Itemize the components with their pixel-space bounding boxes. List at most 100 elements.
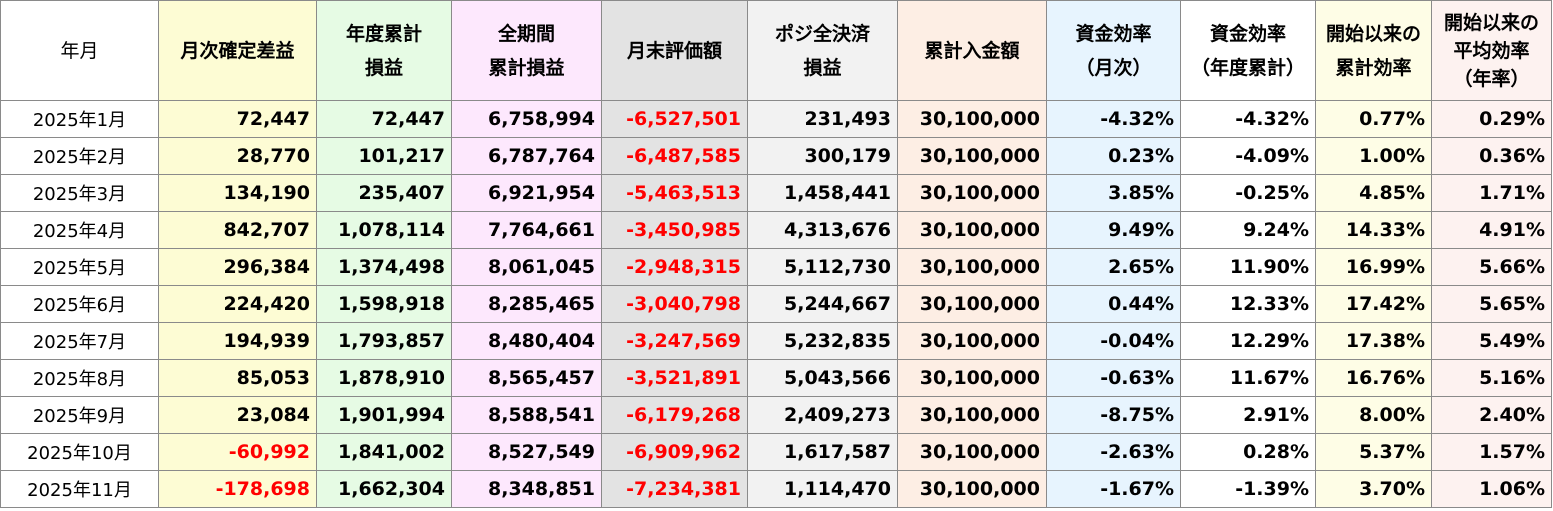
header-monthly-realized-pl: 月次確定差益 xyxy=(158,0,317,101)
value-cell: 85,053 xyxy=(158,359,317,397)
value-cell: -4.09% xyxy=(1180,137,1316,175)
value-cell: 5.16% xyxy=(1431,359,1552,397)
table-row: 2025年10月 -60,992 1,841,002 8,527,549 -6,909,… xyxy=(0,433,1552,471)
value-cell: 9.24% xyxy=(1180,211,1316,249)
value-cell: 8.00% xyxy=(1315,396,1432,434)
month-cell: 2025年4月 xyxy=(0,211,159,249)
value-cell: 4.91% xyxy=(1431,211,1552,249)
value-cell: 1.57% xyxy=(1431,433,1552,471)
value-cell: 1,662,304 xyxy=(316,470,452,508)
value-cell: 224,420 xyxy=(158,285,317,323)
header-month: 年月 xyxy=(0,0,159,101)
value-cell: 30,100,000 xyxy=(897,470,1047,508)
value-cell: 2,409,273 xyxy=(747,396,898,434)
value-cell: 72,447 xyxy=(158,100,317,138)
month-cell: 2025年10月 xyxy=(0,433,159,471)
value-cell: 30,100,000 xyxy=(897,285,1047,323)
header-average-annual-efficiency: 開始以来の 平均効率 （年率） xyxy=(1431,0,1552,101)
value-cell: 2.91% xyxy=(1180,396,1316,434)
value-cell: 30,100,000 xyxy=(897,100,1047,138)
value-cell: -4.32% xyxy=(1180,100,1316,138)
value-cell: 30,100,000 xyxy=(897,211,1047,249)
month-cell: 2025年3月 xyxy=(0,174,159,212)
value-cell: -1.39% xyxy=(1180,470,1316,508)
value-cell: 1.06% xyxy=(1431,470,1552,508)
value-cell: 11.90% xyxy=(1180,248,1316,286)
value-cell: 8,061,045 xyxy=(451,248,602,286)
month-cell: 2025年6月 xyxy=(0,285,159,323)
table-body: 2025年1月 72,447 72,447 6,758,994 -6,527,501 23… xyxy=(0,100,1552,508)
header-text-line: 損益 xyxy=(803,56,842,79)
table-row: 2025年1月 72,447 72,447 6,758,994 -6,527,501 23… xyxy=(0,100,1552,138)
value-cell: 5,112,730 xyxy=(747,248,898,286)
value-cell: 5.65% xyxy=(1431,285,1552,323)
value-cell: 1,841,002 xyxy=(316,433,452,471)
value-cell: -1.67% xyxy=(1046,470,1181,508)
value-cell: -6,487,585 xyxy=(601,137,748,175)
value-cell: 0.23% xyxy=(1046,137,1181,175)
value-cell: -60,992 xyxy=(158,433,317,471)
value-cell: 1.71% xyxy=(1431,174,1552,212)
header-all-period-cumulative-pl: 全期間 累計損益 xyxy=(451,0,602,101)
value-cell: 6,787,764 xyxy=(451,137,602,175)
value-cell: 72,447 xyxy=(316,100,452,138)
header-efficiency-monthly: 資金効率 （月次） xyxy=(1046,0,1181,101)
value-cell: -0.25% xyxy=(1180,174,1316,212)
month-cell: 2025年9月 xyxy=(0,396,159,434)
value-cell: 17.38% xyxy=(1315,322,1432,360)
table-row: 2025年6月 224,420 1,598,918 8,285,465 -3,040,7… xyxy=(0,285,1552,323)
table-header: 年月 月次確定差益 年度累計 損益 全期間 累計損益 月末評価額 ポジ全決済 損益 累計入金額 資金… xyxy=(0,0,1552,101)
value-cell: 5.37% xyxy=(1315,433,1432,471)
value-cell: 23,084 xyxy=(158,396,317,434)
value-cell: -2.63% xyxy=(1046,433,1181,471)
header-text-line: 累計効率 xyxy=(1335,56,1412,79)
value-cell: 1,114,470 xyxy=(747,470,898,508)
value-cell: -6,909,962 xyxy=(601,433,748,471)
header-text-line: （年度累計） xyxy=(1190,56,1305,79)
value-cell: 300,179 xyxy=(747,137,898,175)
value-cell: 0.77% xyxy=(1315,100,1432,138)
month-cell: 2025年11月 xyxy=(0,470,159,508)
value-cell: -0.63% xyxy=(1046,359,1181,397)
value-cell: 16.76% xyxy=(1315,359,1432,397)
value-cell: -6,179,268 xyxy=(601,396,748,434)
value-cell: 30,100,000 xyxy=(897,137,1047,175)
header-month-end-valuation: 月末評価額 xyxy=(601,0,748,101)
value-cell: 8,527,549 xyxy=(451,433,602,471)
value-cell: 296,384 xyxy=(158,248,317,286)
month-cell: 2025年1月 xyxy=(0,100,159,138)
value-cell: 9.49% xyxy=(1046,211,1181,249)
value-cell: 5.66% xyxy=(1431,248,1552,286)
value-cell: 8,565,457 xyxy=(451,359,602,397)
header-text-line: ポジ全決済 xyxy=(774,22,870,45)
value-cell: 101,217 xyxy=(316,137,452,175)
header-text-line: （年率） xyxy=(1453,67,1530,90)
value-cell: -178,698 xyxy=(158,470,317,508)
header-text-line: （月次） xyxy=(1075,56,1152,79)
month-cell: 2025年2月 xyxy=(0,137,159,175)
value-cell: 842,707 xyxy=(158,211,317,249)
table-row: 2025年5月 296,384 1,374,498 8,061,045 -2,948,3… xyxy=(0,248,1552,286)
value-cell: -2,948,315 xyxy=(601,248,748,286)
value-cell: 134,190 xyxy=(158,174,317,212)
header-text-line: 月次確定差益 xyxy=(180,39,295,62)
value-cell: -3,450,985 xyxy=(601,211,748,249)
value-cell: 30,100,000 xyxy=(897,174,1047,212)
header-text-line: 年月 xyxy=(60,39,99,62)
value-cell: 0.44% xyxy=(1046,285,1181,323)
value-cell: 1,374,498 xyxy=(316,248,452,286)
value-cell: 1,078,114 xyxy=(316,211,452,249)
header-text-line: 開始以来の xyxy=(1443,11,1539,34)
value-cell: 8,588,541 xyxy=(451,396,602,434)
value-cell: 1,617,587 xyxy=(747,433,898,471)
value-cell: 17.42% xyxy=(1315,285,1432,323)
value-cell: 11.67% xyxy=(1180,359,1316,397)
month-cell: 2025年8月 xyxy=(0,359,159,397)
value-cell: 1.00% xyxy=(1315,137,1432,175)
month-cell: 2025年7月 xyxy=(0,322,159,360)
value-cell: 14.33% xyxy=(1315,211,1432,249)
value-cell: 0.29% xyxy=(1431,100,1552,138)
header-text-line: 累計入金額 xyxy=(924,39,1020,62)
header-text-line: 月末評価額 xyxy=(626,39,722,62)
header-row: 年月 月次確定差益 年度累計 損益 全期間 累計損益 月末評価額 ポジ全決済 損益 累計入金額 資金… xyxy=(0,0,1552,101)
